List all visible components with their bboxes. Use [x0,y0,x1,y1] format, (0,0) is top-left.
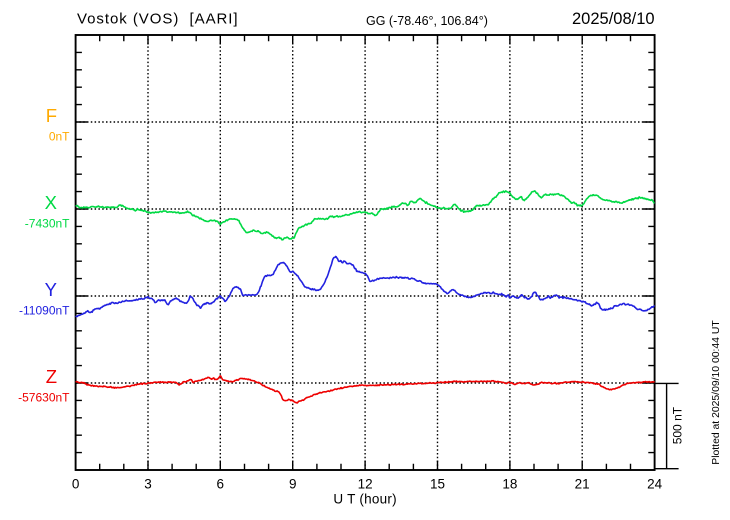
svg-text:2025/08/10: 2025/08/10 [572,10,655,28]
svg-text:9: 9 [289,477,297,492]
svg-text:12: 12 [358,477,373,492]
svg-text:Vostok (VOS) [AARI]: Vostok (VOS) [AARI] [77,11,239,28]
svg-text:24: 24 [647,477,663,492]
svg-text:X: X [45,192,57,213]
svg-text:21: 21 [575,477,590,492]
svg-text:U T (hour): U T (hour) [333,492,397,507]
svg-text:15: 15 [430,477,445,492]
svg-text:Y: Y [45,279,57,300]
svg-text:-7430nT: -7430nT [25,217,70,231]
svg-text:500 nT: 500 nT [670,406,684,444]
svg-text:3: 3 [144,477,152,492]
svg-text:Plotted at 2025/09/10 00:44 UT: Plotted at 2025/09/10 00:44 UT [711,320,722,465]
svg-text:Z: Z [46,366,57,387]
svg-text:-11090nT: -11090nT [19,304,70,318]
svg-text:-57630nT: -57630nT [18,391,70,405]
svg-text:0nT: 0nT [49,130,70,144]
svg-text:GG (-78.46°, 106.84°): GG (-78.46°, 106.84°) [366,14,488,28]
svg-text:18: 18 [502,477,517,492]
svg-text:0: 0 [72,477,80,492]
svg-text:6: 6 [217,477,225,492]
svg-text:F: F [46,105,57,126]
